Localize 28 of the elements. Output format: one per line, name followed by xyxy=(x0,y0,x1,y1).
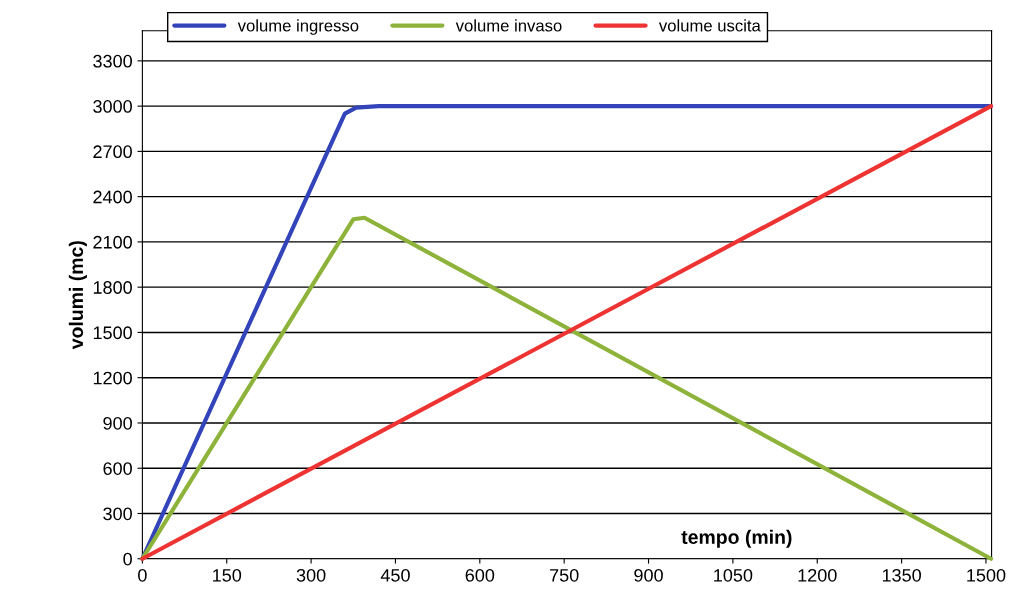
x-tick-label: 1350 xyxy=(882,568,921,582)
x-tick-label: 750 xyxy=(550,568,579,582)
legend-label: volume ingresso xyxy=(237,19,359,35)
y-tick-label: 2400 xyxy=(93,190,132,204)
legend-label: volume uscita xyxy=(658,19,761,32)
y-axis-title: volumi (mc) xyxy=(68,241,87,350)
y-tick-label: 1800 xyxy=(93,281,132,294)
x-tick-label: 1050 xyxy=(714,568,753,582)
y-tick-label: 3000 xyxy=(93,100,132,113)
x-tick-label: 1500 xyxy=(967,568,1006,582)
x-tick-label: 450 xyxy=(380,568,410,582)
y-tick-label: 0 xyxy=(123,552,132,566)
x-tick-label: 600 xyxy=(465,568,495,582)
x-tick-label: 900 xyxy=(634,568,663,582)
y-tick-label: 1500 xyxy=(93,326,132,340)
y-tick-label: 2700 xyxy=(93,145,132,159)
legend-label: volume invaso xyxy=(455,19,562,32)
x-tick-label: 1200 xyxy=(798,568,837,582)
x-tick-label: 0 xyxy=(138,568,147,582)
x-tick-label: 150 xyxy=(213,568,242,582)
x-axis-title: tempo (min) xyxy=(681,529,792,548)
y-tick-label: 2100 xyxy=(93,235,132,249)
y-tick-label: 600 xyxy=(103,462,132,475)
y-tick-label: 3300 xyxy=(93,54,132,68)
y-tick-label: 1200 xyxy=(93,371,132,385)
x-tick-label: 300 xyxy=(296,568,326,582)
y-tick-label: 300 xyxy=(103,507,132,521)
y-tick-label: 900 xyxy=(103,416,132,430)
